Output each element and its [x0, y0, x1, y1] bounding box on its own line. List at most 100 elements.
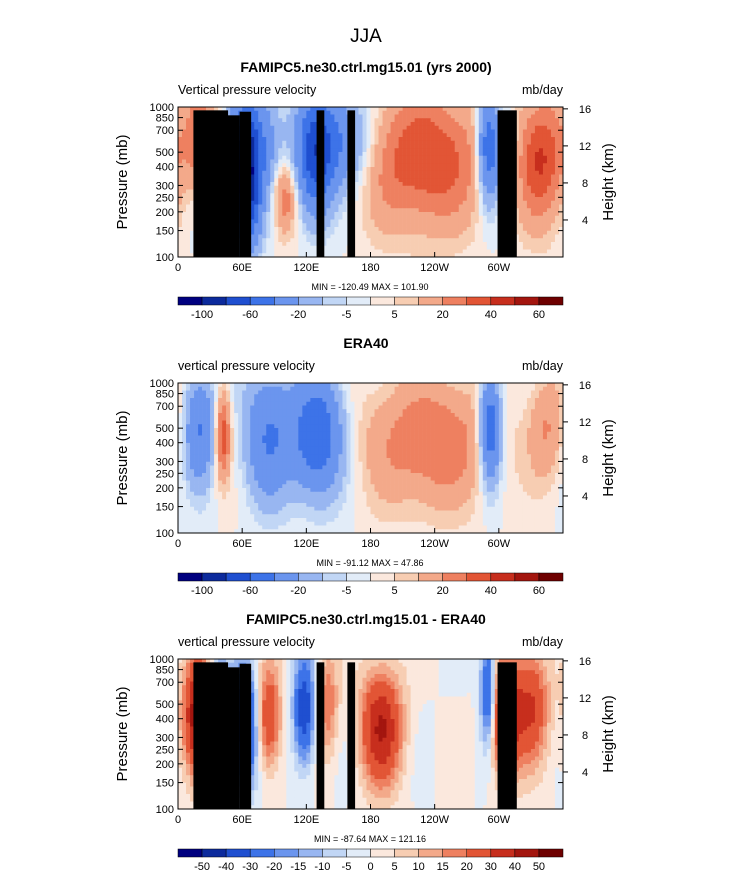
contour-cell	[278, 193, 283, 198]
contour-cell	[434, 249, 439, 254]
contour-cell	[554, 249, 560, 254]
contour-cell	[530, 110, 536, 115]
contour-cell	[258, 230, 263, 235]
contour-cell	[434, 118, 439, 123]
contour-cell	[306, 178, 311, 183]
contour-cell	[342, 245, 347, 250]
contour-cell	[466, 185, 472, 190]
contour-cell	[382, 110, 387, 115]
contour-cell	[558, 413, 564, 418]
contour-cell	[522, 170, 528, 175]
contour-cell	[386, 114, 391, 119]
contour-cell	[218, 409, 223, 414]
contour-cell	[178, 394, 183, 399]
contour-cell	[542, 238, 548, 243]
contour-cell	[442, 234, 447, 239]
contour-cell	[530, 238, 536, 243]
contour-cell	[326, 245, 331, 250]
contour-cell	[190, 140, 195, 145]
contour-cell	[398, 409, 403, 414]
contour-cell	[258, 405, 263, 410]
contour-cell	[290, 193, 295, 198]
contour-cell	[286, 200, 291, 205]
contour-cell	[402, 230, 407, 235]
contour-cell	[370, 174, 375, 179]
contour-cell	[414, 200, 419, 205]
contour-cell	[462, 125, 468, 130]
contour-cell	[354, 223, 359, 228]
contour-cell	[394, 197, 399, 202]
contour-cell	[438, 416, 443, 421]
height-tick-label: 16	[579, 104, 591, 116]
contour-cell	[310, 163, 315, 168]
contour-cell	[398, 416, 403, 421]
contour-cell	[190, 125, 195, 130]
contour-cell	[270, 401, 275, 406]
contour-cell	[430, 208, 435, 213]
contour-cell	[250, 200, 255, 205]
contour-cell	[274, 152, 279, 157]
contour-cell	[286, 223, 291, 228]
contour-cell	[270, 394, 275, 399]
contour-cell	[422, 163, 427, 168]
contour-cell	[346, 420, 351, 425]
contour-cell	[466, 125, 472, 130]
contour-cell	[402, 140, 407, 145]
contour-cell	[442, 155, 447, 160]
contour-cell	[250, 140, 255, 145]
contour-cell	[314, 182, 319, 187]
contour-cell	[398, 227, 403, 232]
contour-cell	[366, 144, 371, 149]
contour-cell	[182, 133, 187, 138]
contour-cell	[478, 144, 484, 149]
contour-cell	[274, 223, 279, 228]
contour-cell	[494, 420, 500, 425]
contour-cell	[338, 398, 343, 403]
contour-cell	[462, 215, 468, 220]
contour-cell	[390, 197, 395, 202]
contour-cell	[306, 413, 311, 418]
contour-cell	[458, 189, 464, 194]
contour-cell	[518, 249, 524, 254]
contour-cell	[258, 137, 263, 142]
contour-cell	[534, 122, 540, 127]
contour-cell	[514, 383, 520, 388]
contour-cell	[262, 125, 267, 130]
contour-cell	[402, 114, 407, 119]
contour-cell	[446, 383, 452, 388]
contour-cell	[382, 197, 387, 202]
contour-cell	[534, 223, 540, 228]
contour-cell	[546, 140, 552, 145]
contour-cell	[462, 189, 468, 194]
contour-cell	[534, 420, 540, 425]
contour-cell	[530, 242, 536, 247]
contour-cell	[306, 253, 311, 258]
contour-cell	[314, 122, 319, 127]
topography-block	[497, 110, 517, 257]
contour-cell	[550, 148, 556, 153]
contour-cell	[530, 212, 536, 217]
contour-cell	[314, 174, 319, 179]
contour-cell	[302, 155, 307, 160]
contour-cell	[490, 215, 496, 220]
contour-cell	[190, 245, 195, 250]
contour-cell	[338, 253, 343, 258]
contour-cell	[478, 219, 484, 224]
contour-cell	[266, 174, 271, 179]
contour-cell	[410, 234, 415, 239]
contour-cell	[522, 125, 528, 130]
contour-cell	[314, 413, 319, 418]
contour-cell	[554, 122, 560, 127]
contour-cell	[494, 204, 500, 209]
contour-cell	[278, 215, 283, 220]
contour-cell	[434, 219, 439, 224]
contour-cell	[290, 227, 295, 232]
contour-cell	[474, 253, 480, 258]
contour-cell	[254, 114, 259, 119]
contour-cell	[518, 383, 524, 388]
contour-cell	[182, 234, 187, 239]
contour-cell	[290, 249, 295, 254]
contour-cell	[478, 227, 484, 232]
contour-cell	[490, 193, 496, 198]
contour-cell	[326, 148, 331, 153]
